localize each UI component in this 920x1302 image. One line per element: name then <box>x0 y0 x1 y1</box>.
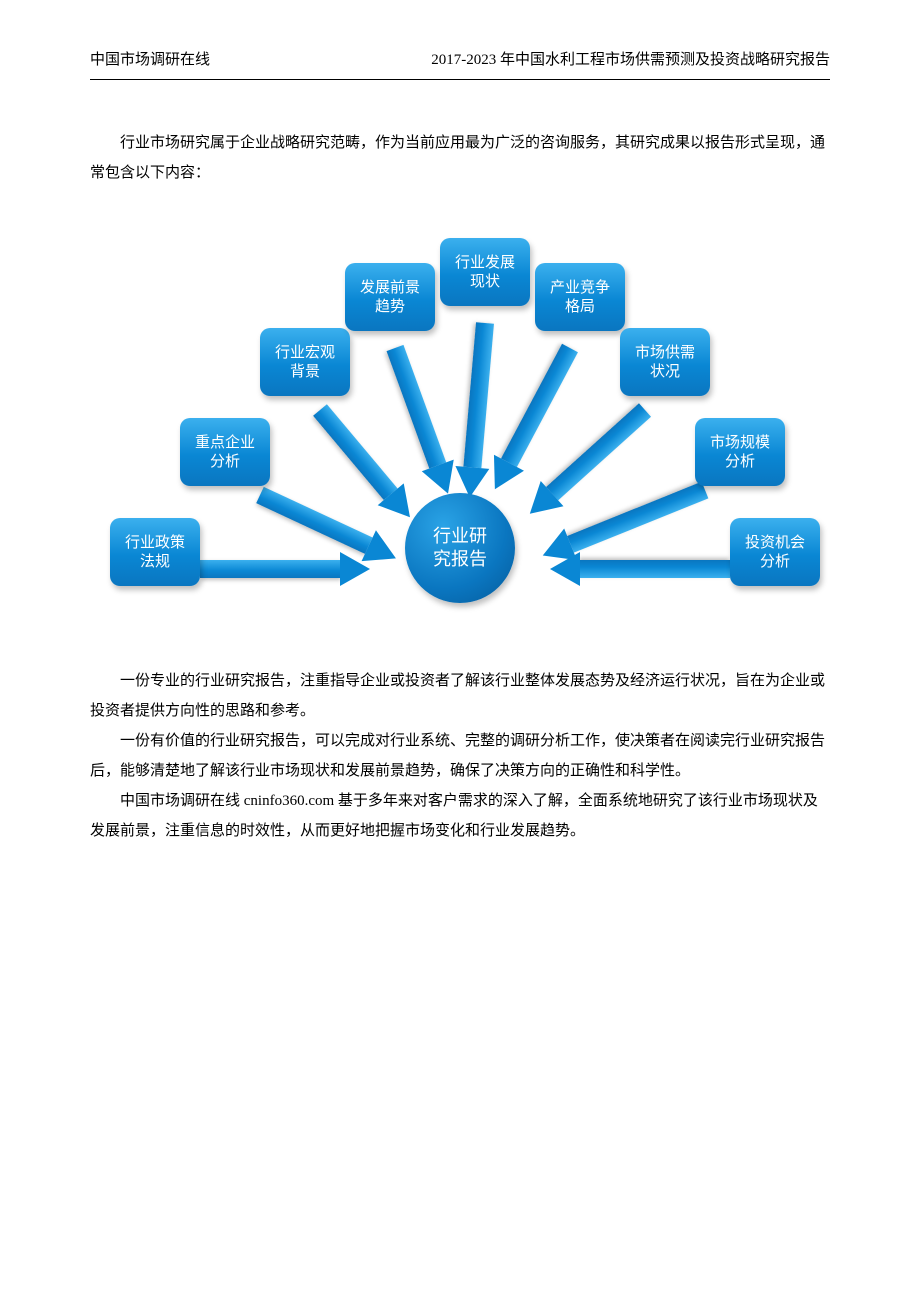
body-paragraph-3: 中国市场调研在线 cninfo360.com 基于多年来对客户需求的深入了解，全… <box>90 786 830 846</box>
body-paragraph-1: 一份专业的行业研究报告，注重指导企业或投资者了解该行业整体发展态势及经济运行状况… <box>90 666 830 726</box>
node-status: 行业发展 现状 <box>440 238 530 306</box>
body-paragraphs: 一份专业的行业研究报告，注重指导企业或投资者了解该行业整体发展态势及经济运行状况… <box>90 666 830 846</box>
node-invest: 投资机会 分析 <box>730 518 820 586</box>
node-compete: 产业竞争 格局 <box>535 263 625 331</box>
node-enterprise: 重点企业 分析 <box>180 418 270 486</box>
node-scale: 市场规模 分析 <box>695 418 785 486</box>
node-trend: 发展前景 趋势 <box>345 263 435 331</box>
header-right: 2017-2023 年中国水利工程市场供需预测及投资战略研究报告 <box>431 48 830 69</box>
node-supply: 市场供需 状况 <box>620 328 710 396</box>
header-left: 中国市场调研在线 <box>90 48 210 69</box>
intro-paragraph: 行业市场研究属于企业战略研究范畴，作为当前应用最为广泛的咨询服务，其研究成果以报… <box>90 128 830 188</box>
arrow-policy <box>200 552 370 586</box>
body-paragraph-2: 一份有价值的行业研究报告，可以完成对行业系统、完整的调研分析工作，使决策者在阅读… <box>90 726 830 786</box>
header-rule <box>90 79 830 80</box>
arrow-invest <box>550 552 730 586</box>
node-macro: 行业宏观 背景 <box>260 328 350 396</box>
node-policy: 行业政策 法规 <box>110 518 200 586</box>
center-node: 行业研 究报告 <box>405 493 515 603</box>
industry-research-diagram: 行业研 究报告 行业政策 法规 重点企业 分析 行业宏观 背景发展前景 趋势行业发展 … <box>90 218 830 618</box>
